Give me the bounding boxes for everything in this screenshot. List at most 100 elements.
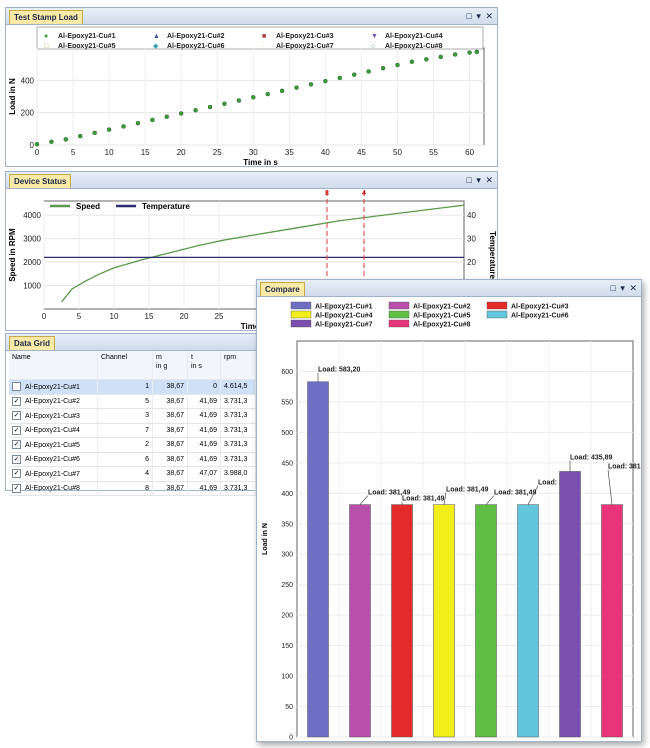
cell-mass: 38,67 [152,437,188,453]
table-row[interactable]: ✓ Al-Epoxy21-Cu#5 2 38,67 41,69 3.731,3 [9,437,256,453]
data-label-leader [359,495,369,505]
row-checkbox[interactable]: ✓ [12,469,21,479]
cell-channel: 1 [97,379,153,395]
data-point [438,54,443,60]
data-label: Load: 381,49 [446,487,489,494]
cell-time: 41,69 [187,437,221,453]
cell-time: 47,07 [187,466,221,482]
grid-header-time[interactable]: t in s [187,351,221,380]
cell-name: Al-Epoxy21-Cu#1 [9,379,98,395]
y-tick-label: 350 [281,521,293,528]
x-tick-label: 0 [42,312,47,321]
data-point [236,98,242,103]
legend-entry: Al-Epoxy21-Cu#1 [315,304,373,311]
grid-header-mass[interactable]: m in g [152,351,188,380]
cell-time: 41,69 [187,394,221,409]
tab-device-status[interactable]: Device Status [9,174,72,188]
legend-swatch [388,319,410,328]
data-label: Load: 381,49 [494,490,537,497]
cell-name: ✓ Al-Epoxy21-Cu#3 [9,408,98,424]
x-tick-label: 15 [141,148,150,157]
y2-tick-label: 20 [467,258,476,267]
time-marker-label: 8 [325,190,329,197]
y-tick-label: 250 [281,582,293,589]
data-label-leader [443,492,447,505]
data-point [135,120,141,126]
cell-time: 41,69 [187,452,221,467]
grid-header-channel[interactable]: Channel [97,351,153,380]
data-point [207,104,213,110]
cell-channel: 7 [97,423,153,438]
table-row[interactable]: ✓ Al-Epoxy21-Cu#8 8 38,67 41,69 3.731,3 [9,481,256,496]
data-point [294,85,299,90]
row-name-label: Al-Epoxy21-Cu#1 [25,383,80,391]
legend-entry: Al-Epoxy21-Cu#6 [167,43,225,50]
row-checkbox[interactable]: ✓ [12,396,21,406]
y2-tick-label: 30 [467,235,476,244]
y2-tick-label: 40 [467,211,476,220]
data-label: Load: 583,20 [318,367,361,374]
y-tick-label: 500 [281,430,293,437]
device-panel-titlebar: Device Status □ ▾ ✕ [6,172,497,189]
y-tick-label: 150 [281,643,293,650]
float-icon[interactable]: □ [610,283,616,293]
cell-mass: 38,67 [152,466,188,482]
row-checkbox[interactable]: ✓ [12,454,21,464]
legend-entry: Speed [76,202,100,211]
row-checkbox[interactable]: ✓ [12,425,21,435]
legend-marker-icon: ■ [262,33,266,40]
table-row[interactable]: ✓ Al-Epoxy21-Cu#4 7 38,67 41,69 3.731,3 [9,423,256,438]
data-point [63,137,69,142]
float-icon[interactable]: □ [466,11,472,21]
cell-rpm: 3.731,3 [220,423,256,438]
float-icon[interactable]: □ [466,175,472,185]
legend-entry: Al-Epoxy21-Cu#8 [385,43,443,50]
data-point [323,78,328,84]
legend-swatch [290,310,312,319]
grid-header-name[interactable]: Name [9,351,98,380]
row-checkbox[interactable]: ✓ [12,411,21,421]
data-point [395,62,400,68]
grid-panel-titlebar: Data Grid [6,334,266,351]
cell-name: ✓ Al-Epoxy21-Cu#2 [9,394,98,409]
close-icon[interactable]: ✕ [485,175,493,185]
table-row[interactable]: Al-Epoxy21-Cu#1 1 38,67 0 4.614,5 [9,379,256,395]
data-point [251,95,256,100]
table-row[interactable]: ✓ Al-Epoxy21-Cu#2 5 38,67 41,69 3.731,3 [9,394,256,409]
y-tick-label: 600 [281,369,293,376]
header-label: rpm [224,354,237,361]
row-checkbox[interactable]: ✓ [12,440,21,450]
legend-entry: Al-Epoxy21-Cu#8 [413,322,471,329]
tab-compare[interactable]: Compare [260,282,305,296]
row-checkbox[interactable]: ✓ [12,483,21,493]
data-point [34,141,40,147]
data-label: Load: 435,89 [570,454,613,461]
load-panel: Test Stamp Load □ ▾ ✕ ● Al-Epoxy21-Cu#1 ▲ A… [5,7,498,167]
data-point [193,107,198,113]
legend-entry: Al-Epoxy21-Cu#5 [58,43,116,50]
table-row[interactable]: ✓ Al-Epoxy21-Cu#7 4 38,67 47,07 3.988,0 [9,466,256,482]
legend-swatch [486,301,508,310]
data-point [380,65,386,71]
close-icon[interactable]: ✕ [629,283,637,293]
data-point [121,124,126,129]
x-tick-label: 55 [429,148,438,157]
grid-header-rpm[interactable]: rpm [220,351,256,380]
close-icon[interactable]: ✕ [485,11,493,21]
header-label: m [156,354,162,361]
cell-mass: 38,67 [152,394,188,409]
x-tick-label: 10 [105,148,114,157]
row-checkbox[interactable] [12,382,21,392]
pin-icon[interactable]: ▾ [476,175,481,185]
tab-test-stamp-load[interactable]: Test Stamp Load [9,10,83,24]
pin-icon[interactable]: ▾ [476,11,481,21]
load-chart: ● Al-Epoxy21-Cu#1 ▲ Al-Epoxy21-Cu#2 ■ Al-Epox… [8,26,485,167]
data-point [409,59,415,64]
tab-data-grid[interactable]: Data Grid [9,336,56,350]
header-label: Channel [101,354,128,361]
legend-entry: Al-Epoxy21-Cu#7 [315,322,373,329]
table-row[interactable]: ✓ Al-Epoxy21-Cu#3 3 38,67 41,69 3.731,3 [9,408,256,424]
x-axis-label: Time [241,322,260,331]
pin-icon[interactable]: ▾ [620,283,625,293]
table-row[interactable]: ✓ Al-Epoxy21-Cu#6 6 38,67 41,69 3.731,3 [9,452,256,467]
